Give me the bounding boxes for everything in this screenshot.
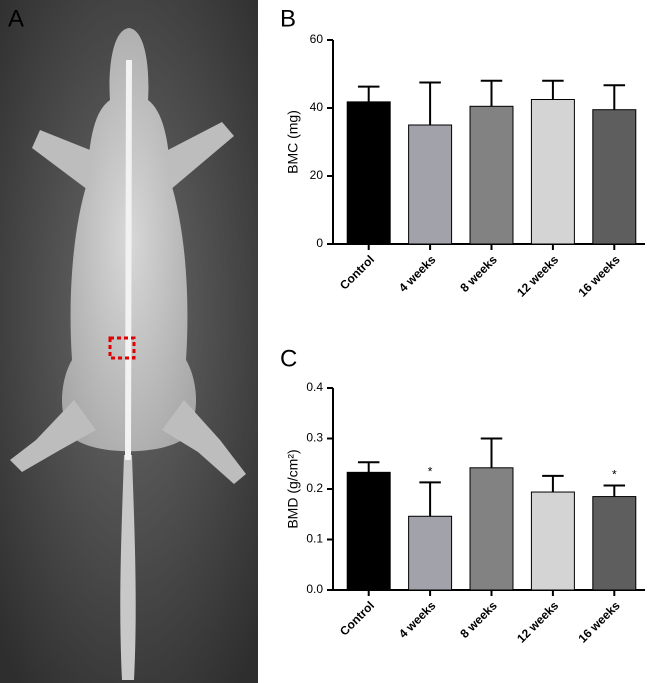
bar — [592, 496, 637, 591]
y-tick-label: 20 — [310, 168, 324, 182]
y-tick-label: 0.3 — [306, 431, 323, 445]
significance-mark: * — [428, 465, 433, 479]
y-tick-label: 0.0 — [306, 582, 323, 596]
x-tick-label: 4 weeks — [396, 598, 439, 641]
bar — [408, 515, 453, 591]
y-tick-label: 40 — [310, 100, 324, 114]
y-tick-label: 0 — [316, 236, 323, 250]
y-tick-label: 0.1 — [306, 532, 323, 546]
bar — [346, 471, 391, 591]
xray-image — [0, 0, 258, 683]
x-tick-label: 16 weeks — [575, 598, 622, 645]
bar — [592, 109, 637, 245]
bar — [408, 124, 453, 245]
x-tick-label: Control — [337, 598, 377, 638]
bar — [469, 467, 514, 591]
bar — [469, 105, 514, 245]
y-axis-label: BMD (g/cm²) — [285, 449, 301, 528]
significance-mark: * — [612, 468, 617, 482]
y-tick-label: 0.2 — [306, 481, 323, 495]
bar — [530, 491, 575, 591]
y-tick-label: 60 — [310, 32, 324, 46]
y-tick-label: 0.4 — [306, 380, 323, 394]
x-tick-label: 12 weeks — [514, 598, 561, 645]
bar — [530, 99, 575, 245]
x-tick-label: 12 weeks — [514, 252, 561, 299]
x-tick-label: 8 weeks — [457, 598, 500, 641]
panel-label: B — [280, 5, 296, 32]
panel-label: C — [280, 345, 297, 372]
panel-label: A — [8, 5, 24, 32]
x-tick-label: 4 weeks — [396, 252, 439, 295]
x-tick-label: 8 weeks — [457, 252, 500, 295]
bar — [346, 101, 391, 245]
x-tick-label: Control — [337, 252, 377, 292]
x-tick-label: 16 weeks — [575, 252, 622, 299]
y-axis-label: BMC (mg) — [285, 110, 301, 174]
